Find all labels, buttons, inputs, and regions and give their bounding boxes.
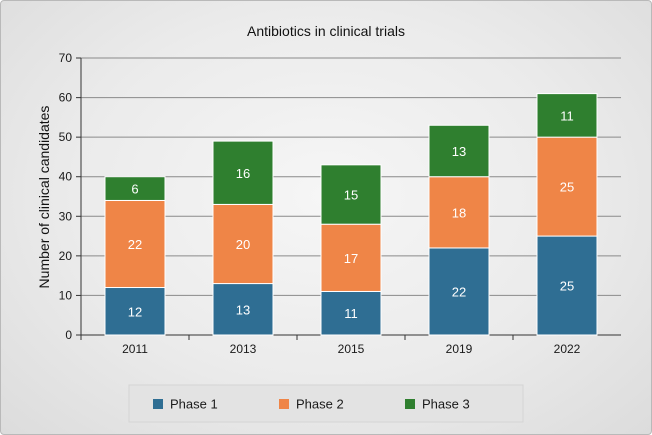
x-tick-label: 2019 [446,342,473,356]
legend-label: Phase 3 [422,397,470,412]
data-labels: 12 22 6 13 20 16 11 17 15 22 18 13 25 25 11 [128,108,574,321]
bar-segment [536,93,598,138]
data-label: 13 [236,302,250,317]
y-tick-label: 30 [59,209,73,223]
legend-label: Phase 2 [296,397,344,412]
chart-title: Antibiotics in clinical trials [247,23,405,39]
bar-segment [320,223,382,292]
x-tick-label: 2022 [554,342,581,356]
y-tick-label: 60 [59,91,73,105]
y-tick-label: 70 [59,51,73,65]
y-tick-label: 20 [59,249,73,263]
legend-swatch [279,399,289,409]
y-tick-label: 0 [65,328,72,342]
bar-segment [536,235,598,336]
bars [104,93,598,336]
legend-box [128,384,524,423]
bar-segment [212,203,274,285]
data-label: 22 [452,284,466,299]
bar-segment [428,176,490,249]
legend: Phase 1 Phase 2 Phase 3 [128,384,524,423]
legend-swatch [153,399,163,409]
bar-segment [212,140,274,205]
legend-swatch [405,399,415,409]
x-tick-label: 2013 [230,342,257,356]
y-tick-label: 40 [59,170,73,184]
data-label: 18 [452,205,466,220]
x-tick-label: 2011 [122,342,148,356]
data-label: 12 [128,304,142,319]
data-label: 13 [452,144,466,159]
data-label: 20 [236,237,250,252]
y-tick-label: 10 [59,288,73,302]
y-tick-label: 50 [59,130,73,144]
bar-segment [212,283,274,336]
data-label: 15 [344,188,358,203]
y-axis-title: Number of clinical candidates [36,106,52,289]
x-tick-label: 2015 [338,342,365,356]
bar-segment [104,176,166,201]
data-label: 16 [236,166,250,181]
data-label: 25 [560,279,574,294]
data-label: 11 [344,306,358,321]
bar-segment [536,136,598,237]
bar-segment [428,247,490,336]
data-label: 22 [128,237,142,252]
bar-segment [320,164,382,225]
data-label: 25 [560,180,574,195]
data-label: 6 [131,182,138,197]
legend-label: Phase 1 [170,397,218,412]
data-label: 17 [344,251,358,266]
bar-segment [428,124,490,178]
data-label: 11 [560,108,574,123]
bar-segment [104,287,166,336]
bar-segment [320,290,382,336]
